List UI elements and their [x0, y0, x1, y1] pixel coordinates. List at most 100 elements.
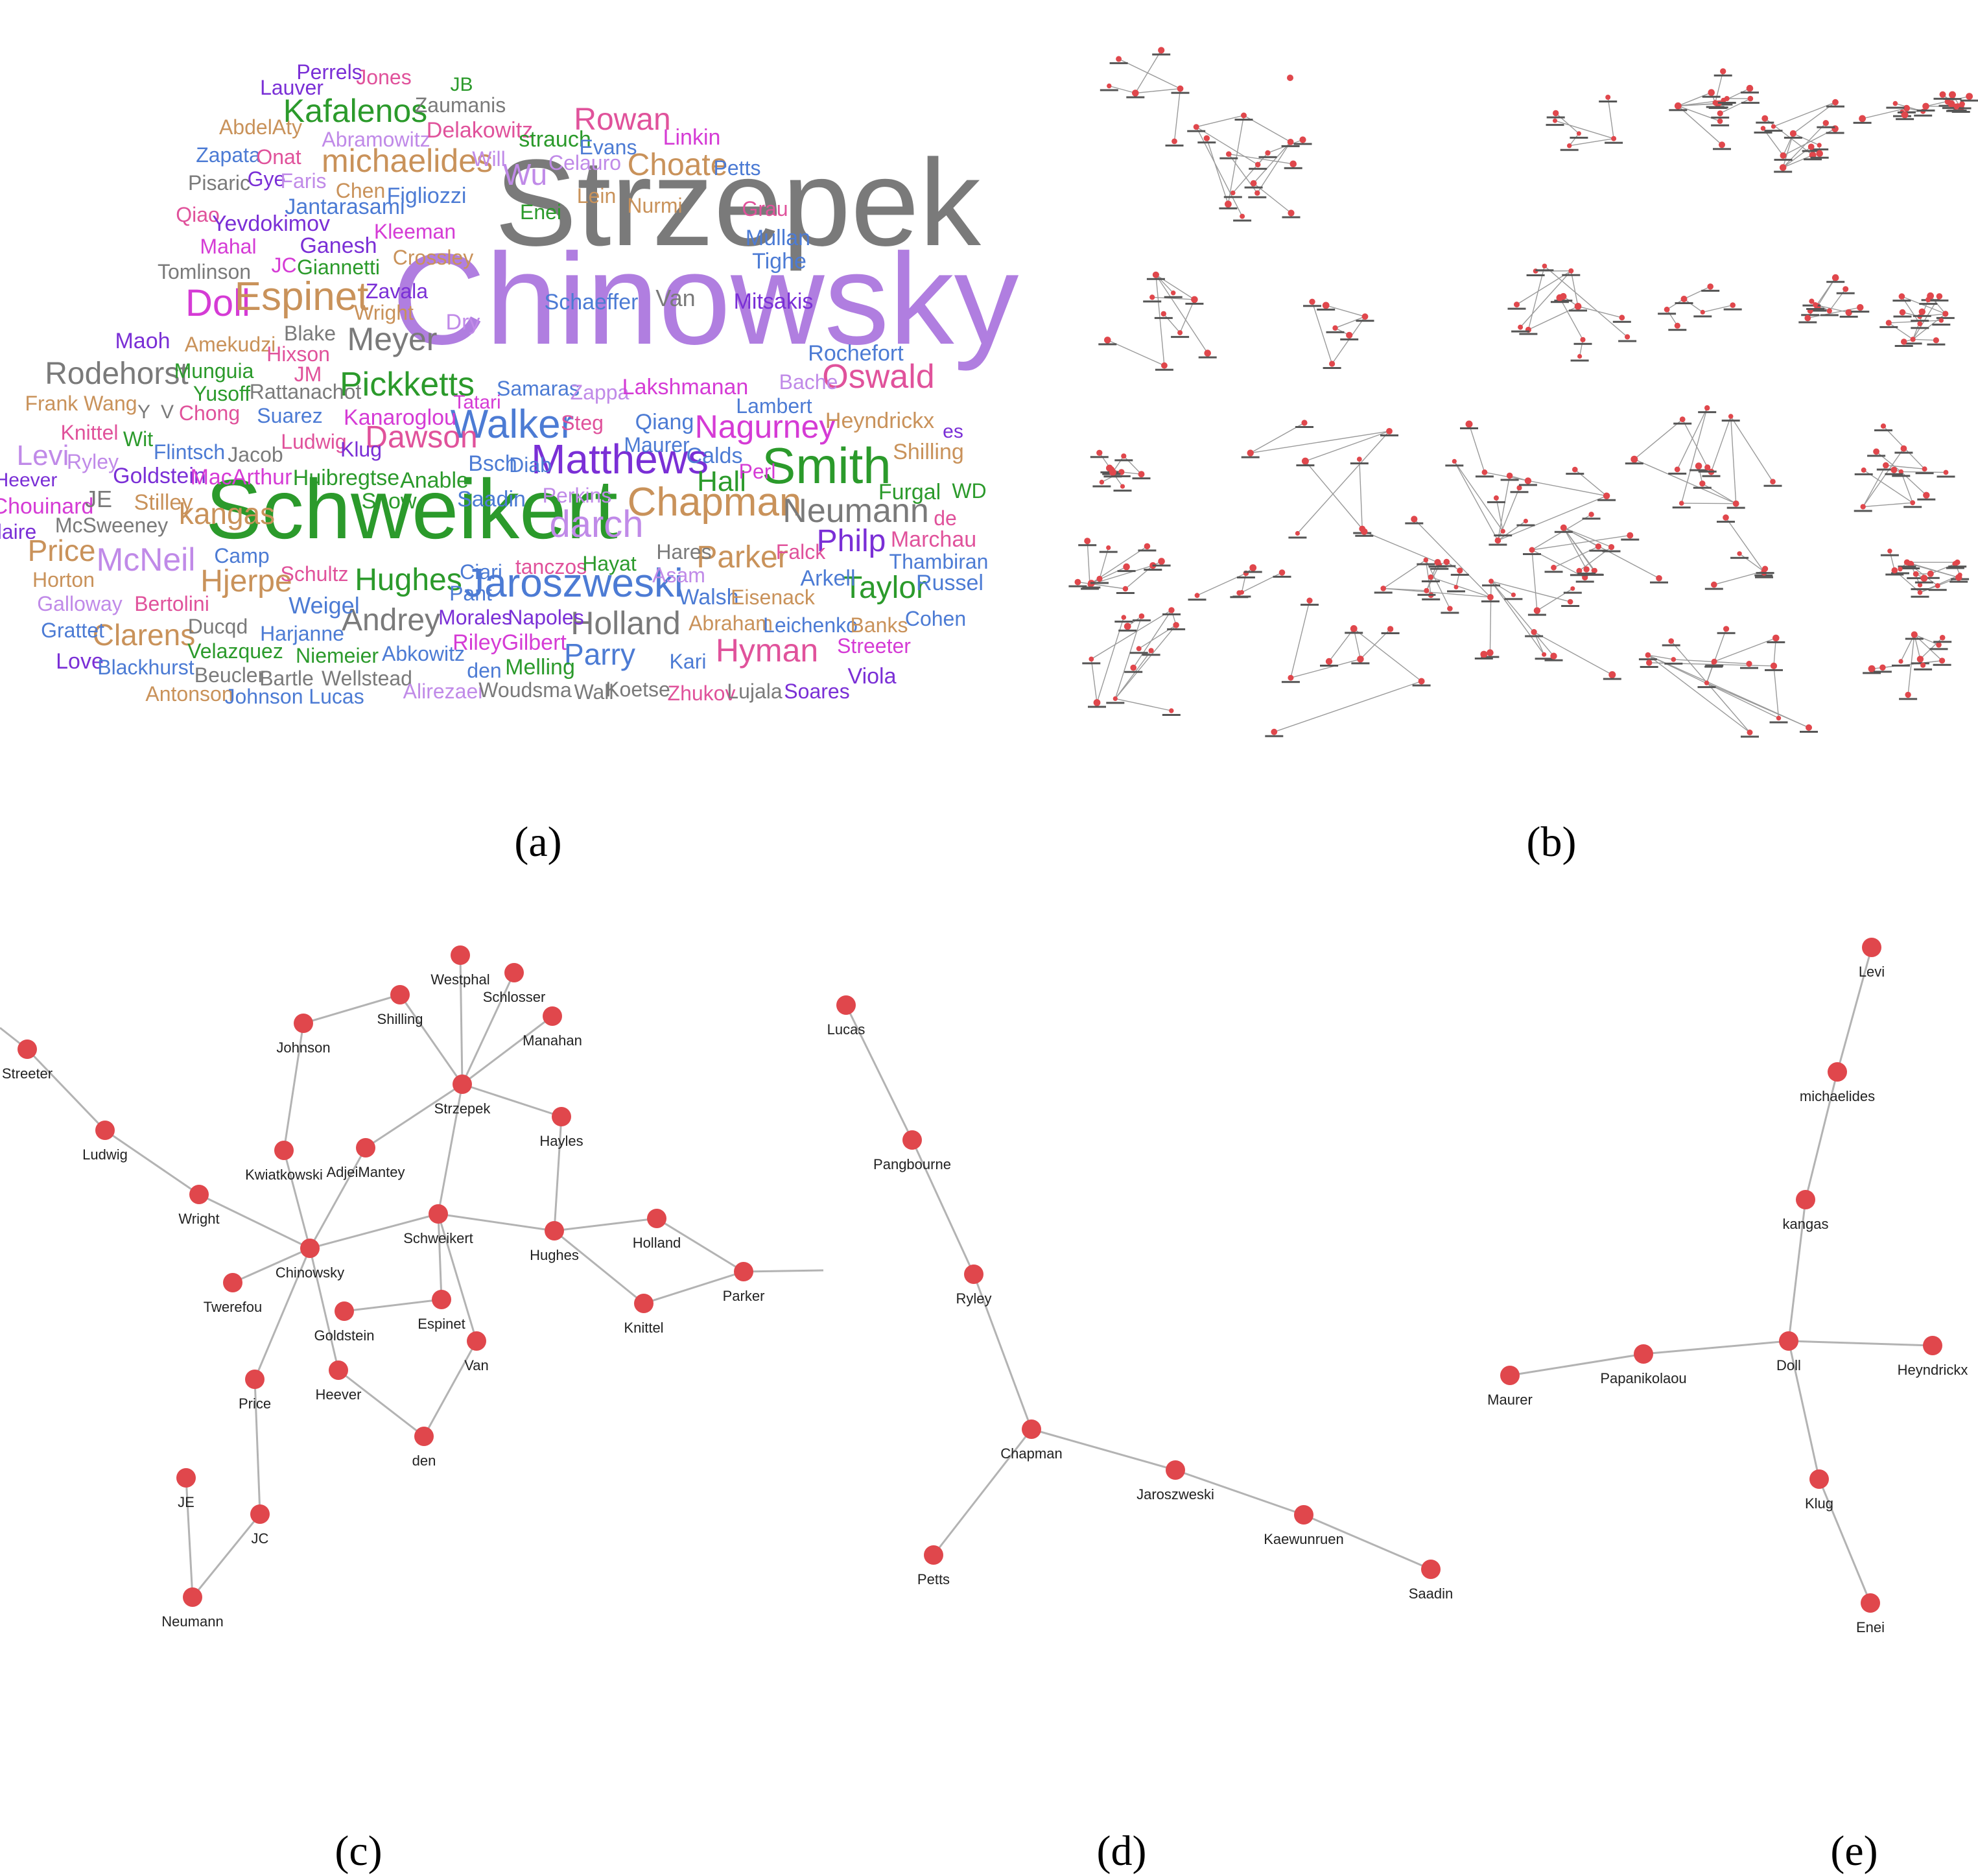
- overview-node-label: [1081, 588, 1099, 590]
- edge-strzepek-schweikert: [437, 1084, 464, 1215]
- overview-node-label: [1901, 567, 1920, 569]
- cloud-word-linkin: Linkin: [663, 125, 721, 150]
- cloud-word-price: Price: [28, 534, 96, 567]
- node-heever: [329, 1360, 348, 1380]
- overview-node: [1576, 131, 1581, 136]
- overview-node: [1674, 102, 1682, 110]
- caption-b: (b): [1527, 818, 1577, 866]
- overview-node: [1806, 724, 1812, 731]
- overview-node-label: [1544, 571, 1563, 573]
- overview-node-label: [1155, 368, 1173, 371]
- overview-edge: [1135, 88, 1181, 94]
- overview-node-label: [1569, 309, 1587, 312]
- cloud-word-figliozzi: Figliozzi: [387, 184, 467, 208]
- overview-node: [1813, 302, 1819, 307]
- cloud-word-camp: Camp: [214, 544, 269, 567]
- edge-parker-offscreen: [743, 1269, 824, 1273]
- cloud-word-furgal: Furgal: [878, 480, 941, 505]
- overview-node: [1123, 563, 1130, 571]
- edge-klug-enei: [1818, 1478, 1872, 1604]
- overview-node: [1779, 164, 1787, 171]
- node-chapman: [1022, 1419, 1041, 1439]
- node-manahan: [543, 1006, 562, 1026]
- overview-node-label: [1917, 498, 1936, 501]
- cloud-word-wd: WD: [952, 479, 986, 503]
- overview-node-label: [1374, 591, 1393, 594]
- cloud-word-parker: Parker: [696, 540, 788, 575]
- cloud-word-huibregtse: Huibregtse: [293, 466, 399, 490]
- overview-node-label: [1236, 576, 1255, 578]
- node-parker: [734, 1262, 753, 1281]
- overview-node-label: [1563, 591, 1582, 594]
- node-label-schweikert: Schweikert: [403, 1230, 473, 1246]
- edge-westphal-strzepek: [459, 955, 464, 1085]
- overview-node: [1900, 445, 1907, 452]
- cloud-word-faris: Faris: [280, 169, 326, 193]
- overview-node: [1679, 416, 1686, 423]
- cloud-word-hughes: Hughes: [355, 563, 462, 597]
- overview-node: [1817, 143, 1822, 148]
- overview-node-label: [1658, 313, 1677, 315]
- overview-node-label: [1938, 104, 1957, 107]
- node-lucas: [836, 995, 856, 1015]
- overview-node: [1387, 626, 1394, 632]
- overview-node-label: [1487, 501, 1505, 503]
- cloud-word-kleeman: Kleeman: [374, 220, 456, 243]
- overview-node-label: [1219, 157, 1238, 160]
- overview-edge: [1155, 274, 1165, 366]
- overview-node-label: [1519, 333, 1538, 335]
- overview-edge: [1793, 102, 1836, 134]
- overview-node-label: [1886, 106, 1905, 109]
- cloud-word-russel: Russel: [916, 571, 983, 595]
- node-levi: [1862, 938, 1881, 957]
- overview-edge: [1454, 461, 1499, 541]
- overview-node-label: [1885, 573, 1904, 576]
- cloud-word-tatari: Tatari: [453, 392, 500, 413]
- overview-node-label: [1281, 145, 1300, 147]
- overview-node-label: [1711, 124, 1730, 126]
- edge-adjeimantey-chinowsky: [309, 1147, 367, 1249]
- overview-node: [1152, 271, 1159, 278]
- overview-node-label: [1948, 565, 1967, 568]
- node-knittel: [634, 1294, 653, 1313]
- overview-node-label: [1082, 662, 1101, 665]
- overview-edge: [1666, 298, 1684, 310]
- edge-levi-michaelides: [1836, 947, 1873, 1073]
- cloud-word-den: den: [467, 659, 501, 682]
- overview-node-label: [1113, 490, 1132, 492]
- cloud-word-pant: Pant: [449, 582, 492, 605]
- overview-node-label: [1187, 130, 1206, 132]
- overview-node-label: [1296, 464, 1315, 467]
- cloud-word-blake: Blake: [284, 322, 336, 345]
- overview-edge: [1115, 698, 1171, 711]
- overview-node-label: [1381, 632, 1400, 634]
- overview-node: [1230, 190, 1236, 196]
- overview-node-label: [1702, 475, 1721, 477]
- overview-edge: [1555, 120, 1614, 139]
- overview-node: [1717, 110, 1723, 117]
- cloud-word-viola: Viola: [848, 664, 897, 689]
- overview-node-label: [1114, 621, 1133, 623]
- overview-node-label: [1839, 315, 1858, 318]
- cloud-word-zhukov: Zhukov: [668, 682, 736, 705]
- node-petts: [924, 1545, 943, 1565]
- node-westphal: [451, 945, 470, 965]
- overview-node: [1236, 590, 1242, 596]
- cloud-word-bsch: Bsch: [468, 451, 517, 476]
- overview-node-label: [1673, 422, 1692, 425]
- cloud-word-woudsma: Woudsma: [478, 678, 572, 702]
- node-den: [414, 1427, 434, 1446]
- cloud-word-van: Van: [655, 285, 695, 311]
- node-goldstein: [335, 1301, 354, 1321]
- overview-node: [1885, 320, 1892, 326]
- overview-edge: [1888, 322, 1913, 340]
- overview-node-label: [1885, 473, 1903, 475]
- overview-node-label: [1943, 98, 1962, 101]
- overview-node-label: [1350, 462, 1369, 465]
- overview-node: [1917, 589, 1923, 595]
- overview-node-label: [1100, 89, 1118, 91]
- overview-node: [1346, 331, 1353, 338]
- edge-kaewunruen-saadin: [1303, 1514, 1431, 1571]
- overview-edge: [1930, 295, 1946, 315]
- overview-node-label: [1460, 427, 1478, 429]
